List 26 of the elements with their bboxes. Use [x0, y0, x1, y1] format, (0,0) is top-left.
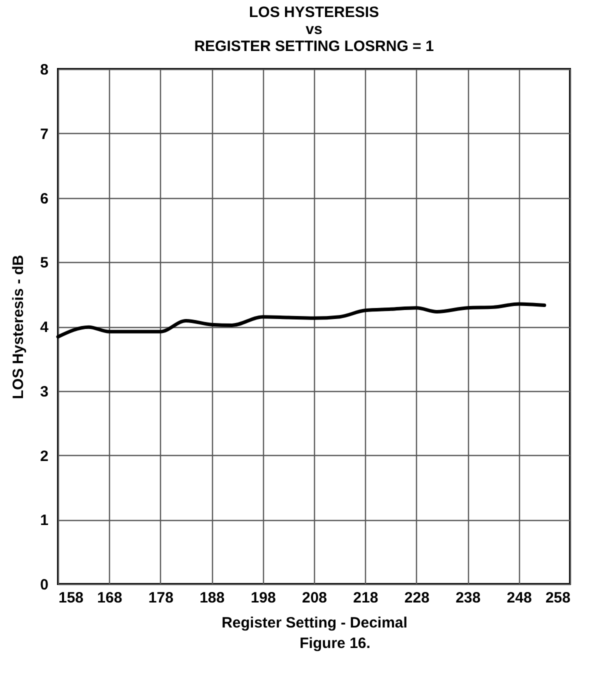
x-tick-label: 228 [404, 590, 430, 606]
x-tick-label: 208 [302, 590, 328, 606]
x-tick-label: 168 [97, 590, 122, 606]
y-axis-title: LOS Hysteresis - dB [10, 254, 28, 400]
y-tick-label: 6 [40, 190, 48, 208]
x-tick-label: 158 [58, 590, 84, 606]
x-tick-label: 218 [353, 590, 378, 606]
y-tick-label: 5 [40, 254, 48, 272]
y-tick-label: 3 [40, 383, 48, 400]
y-tick-label: 0 [40, 576, 48, 594]
y-tick-label: 8 [40, 62, 48, 78]
x-tick-label: 238 [456, 590, 481, 606]
caption: Figure 16. [298, 635, 372, 652]
x-tick-label: 258 [545, 590, 570, 606]
x-tick-label: 198 [250, 590, 276, 606]
x-tick-label: 248 [506, 590, 532, 606]
text: LOS HYSTERESIS [248, 4, 380, 21]
text: vs [306, 21, 322, 38]
y-tick-label: 7 [40, 126, 48, 143]
y-tick-label: 1 [40, 512, 48, 530]
y-tick-label: 2 [40, 448, 48, 465]
text: REGISTER SETTING LOSRNG = 1 [194, 38, 434, 55]
x-tick-label: 178 [148, 590, 174, 606]
y-tick-label: 4 [40, 319, 50, 336]
x-axis-title: Register Setting - Decimal [222, 614, 408, 632]
x-tick-label: 188 [200, 590, 225, 606]
